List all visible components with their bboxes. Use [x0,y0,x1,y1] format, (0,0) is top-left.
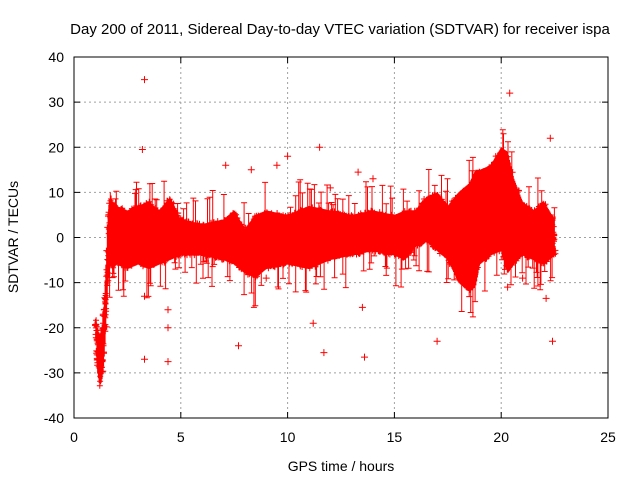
outlier-point [164,358,172,366]
x-tick-label: 20 [493,429,509,445]
outlier-point [433,337,441,345]
outlier-point [361,353,368,361]
y-tick-label: -10 [44,275,64,291]
outlier-point [316,143,324,151]
outlier-point [504,283,512,291]
y-tick-label: 30 [48,94,64,110]
y-axis-label: SDTVAR / TECUs [5,181,21,293]
y-tick-label: 10 [48,184,64,200]
outlier-point [141,355,148,363]
y-tick-label: -40 [44,410,64,426]
outlier-point [262,274,270,282]
outlier-point [235,342,242,350]
outlier-point [138,146,146,153]
x-axis-label: GPS time / hours [288,458,395,474]
y-tick-labels: -40 -30 -20 -10 0 10 20 30 40 [44,49,64,426]
x-tick-label: 25 [600,429,616,445]
y-tick-label: 0 [56,230,64,246]
series-band-markers [92,129,559,389]
outlier-point [369,175,377,183]
outlier-point [542,294,550,302]
chart-title: Day 200 of 2011, Sidereal Day-to-day VTE… [70,21,610,38]
outlier-point [546,134,554,142]
outlier-point [358,303,366,311]
outlier-point [309,319,317,327]
x-tick-labels: 0 5 10 15 20 25 [70,429,616,445]
outlier-point [164,324,172,332]
outlier-point [326,184,334,192]
y-tick-label: 20 [48,139,64,155]
x-tick-label: 0 [70,429,78,445]
data-series [92,76,559,389]
outlier-point [320,349,328,357]
outlier-point [247,166,255,174]
y-tick-label: 40 [48,49,64,65]
outlier-point [284,152,292,160]
x-tick-label: 15 [387,429,403,445]
y-tick-label: -30 [44,365,64,381]
outlier-point [222,161,230,169]
outlier-points [138,76,556,366]
outlier-point [273,161,281,169]
series-band [92,129,559,389]
outlier-point [506,89,514,97]
outlier-point [519,274,527,282]
outlier-point [354,168,362,176]
outlier-point [141,292,148,300]
outlier-point [141,76,148,84]
x-tick-label: 10 [280,429,296,445]
x-tick-label: 5 [177,429,185,445]
tick-marks [73,56,609,419]
outlier-point [549,337,556,345]
y-tick-label: -20 [44,320,64,336]
outlier-point [164,306,172,314]
